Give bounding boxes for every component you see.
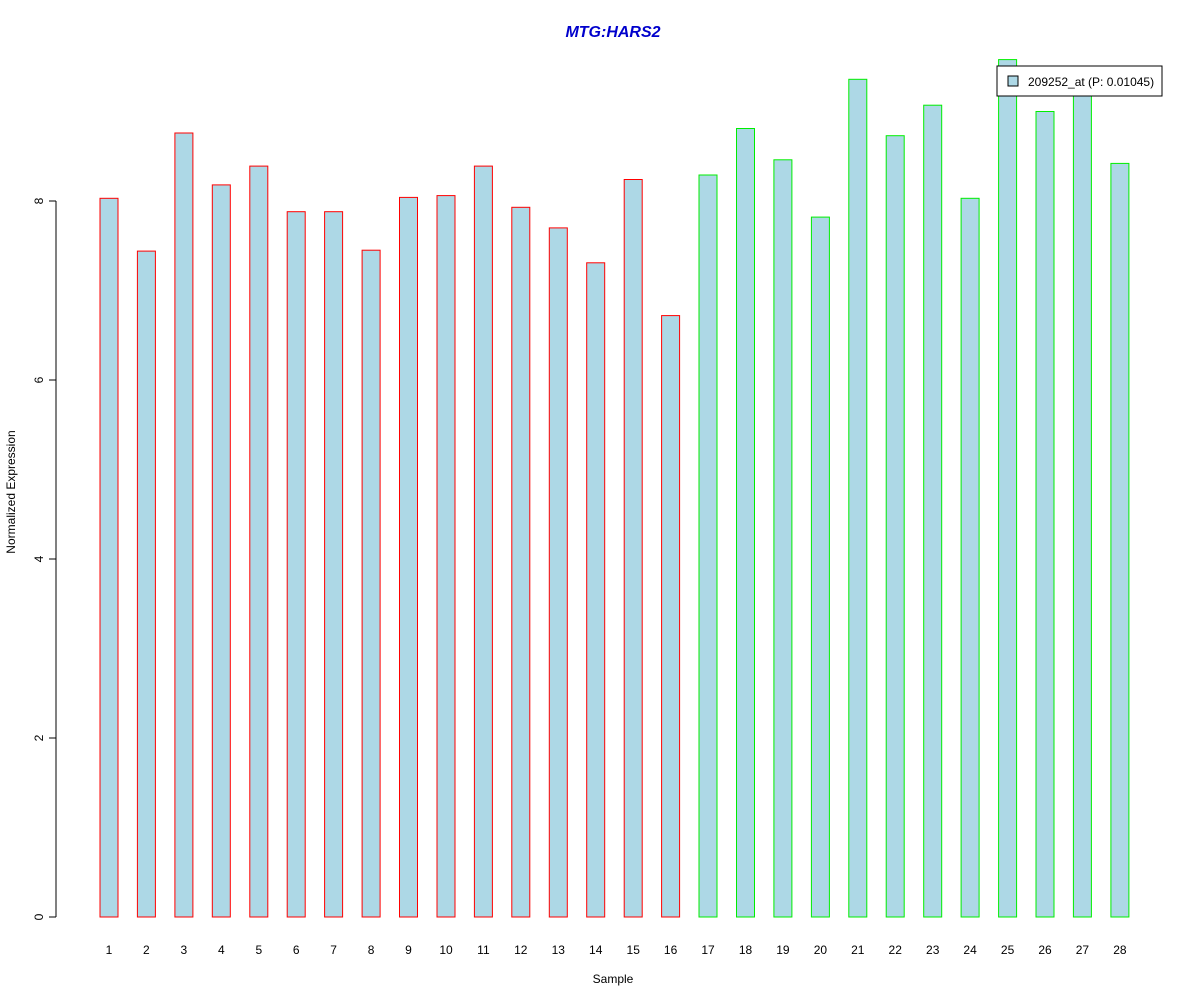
bar-sample-8 (361, 249, 381, 918)
bar-sample-9 (399, 196, 418, 918)
bar-sample-26 (1035, 111, 1055, 918)
x-tick-label: 2 (143, 943, 150, 957)
x-tick-label: 27 (1076, 943, 1090, 957)
x-tick-label: 19 (776, 943, 790, 957)
x-tick-label: 18 (739, 943, 753, 957)
x-tick-labels: 1 2 3 4 5 6 7 8 9 10 11 12 13 14 15 16 17 18 19 20 21 22 23 24 2… (106, 943, 1127, 957)
x-tick-label: 13 (552, 943, 566, 957)
x-tick-label: 14 (589, 943, 603, 957)
y-tick-label: 4 (32, 555, 46, 562)
x-tick-label: 4 (218, 943, 225, 957)
bar-sample-10 (436, 195, 456, 918)
x-tick-label: 11 (477, 943, 490, 957)
x-tick-label: 16 (664, 943, 678, 957)
y-tick-label: 2 (32, 734, 46, 741)
x-tick-label: 25 (1001, 943, 1015, 957)
bar-sample-3 (174, 132, 194, 918)
x-tick-label: 22 (889, 943, 903, 957)
bar-sample-24 (960, 197, 980, 918)
x-tick-label: 15 (627, 943, 641, 957)
bar-sample-4 (211, 184, 231, 918)
x-tick-label: 3 (181, 943, 188, 957)
bar-sample-19 (773, 159, 793, 918)
x-tick-label: 7 (330, 943, 337, 957)
bar-sample-25 (998, 59, 1018, 918)
x-tick-label: 26 (1038, 943, 1052, 957)
bar-sample-1 (99, 197, 119, 918)
x-tick-label: 20 (814, 943, 828, 957)
y-tick-label: 8 (32, 197, 46, 204)
chart-title: MTG:HARS2 (565, 24, 660, 41)
bar-sample-12 (511, 206, 531, 918)
bar-sample-14 (586, 262, 606, 918)
bars-group (99, 59, 1130, 918)
x-tick-label: 10 (439, 943, 453, 957)
bar-sample-23 (923, 104, 943, 918)
bar-sample-5 (249, 165, 269, 918)
x-tick-label: 12 (514, 943, 528, 957)
x-tick-label: 1 (106, 943, 113, 957)
x-axis-label: Sample (593, 972, 634, 986)
y-tick-label: 6 (32, 376, 46, 383)
bar-sample-18 (736, 128, 755, 918)
bar-sample-27 (1072, 75, 1092, 918)
bar-sample-15 (623, 179, 643, 918)
bar-sample-28 (1110, 162, 1130, 918)
x-tick-label: 5 (255, 943, 262, 957)
x-tick-label: 28 (1113, 943, 1127, 957)
x-tick-label: 23 (926, 943, 940, 957)
bar-sample-13 (548, 227, 568, 918)
bar-sample-22 (885, 135, 905, 918)
legend-box (996, 65, 1163, 97)
y-tick-label: 0 (32, 913, 46, 920)
bar-sample-16 (661, 315, 681, 918)
x-tick-label: 6 (293, 943, 300, 957)
x-tick-label: 24 (963, 943, 977, 957)
y-axis: 0 2 4 6 8 (32, 197, 57, 920)
x-tick-label: 17 (701, 943, 715, 957)
legend: 209252_at (P: 0.01045) (996, 65, 1163, 97)
bar-sample-17 (698, 174, 718, 918)
x-tick-label: 21 (851, 943, 865, 957)
bar-sample-6 (286, 211, 306, 918)
bar-sample-21 (848, 78, 868, 918)
x-tick-label: 9 (405, 943, 412, 957)
legend-label: 209252_at (P: 0.01045) (1028, 75, 1154, 89)
bar-sample-20 (810, 216, 830, 918)
x-tick-label: 8 (368, 943, 375, 957)
bar-sample-7 (324, 211, 344, 918)
legend-swatch (1007, 75, 1019, 87)
bar-sample-11 (473, 165, 493, 918)
y-axis-label: Normalized Expression (4, 430, 18, 553)
bar-sample-2 (136, 250, 156, 918)
